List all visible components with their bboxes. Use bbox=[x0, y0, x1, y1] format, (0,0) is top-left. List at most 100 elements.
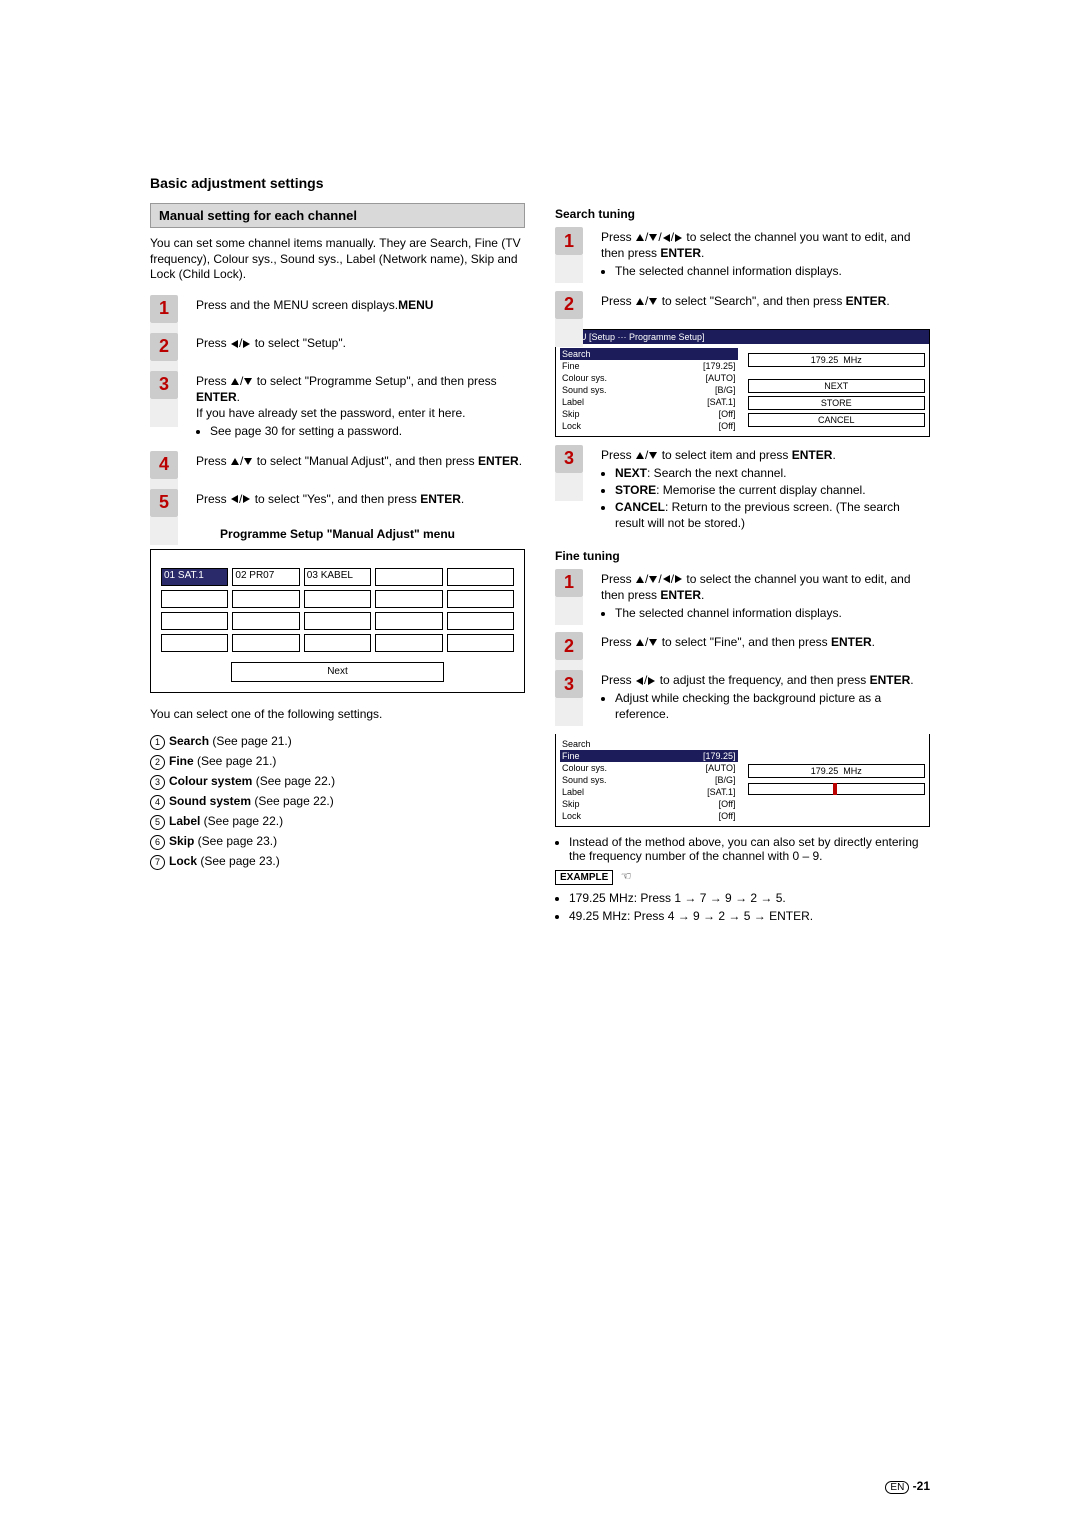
fine-note: Instead of the method above, you can als… bbox=[569, 835, 930, 863]
grid-cell[interactable] bbox=[304, 612, 371, 630]
step-text: Press /// to select the channel you want… bbox=[601, 569, 930, 623]
settings-item: 5Label (See page 22.) bbox=[150, 814, 525, 830]
programme-grid: 01 SAT.102 PR07 03 KABEL bbox=[161, 568, 514, 652]
page-number: -21 bbox=[913, 1479, 930, 1493]
hand-icon: ☜ bbox=[621, 869, 632, 883]
osd-row[interactable]: Colour sys.[AUTO] bbox=[560, 762, 738, 774]
osd-row[interactable]: Lock[Off] bbox=[560, 420, 738, 432]
arrow-left-icon bbox=[231, 340, 238, 348]
arrow-right-icon bbox=[675, 234, 682, 242]
step-number: 5 bbox=[150, 489, 178, 517]
osd-search: MENU [Setup ··· Programme Setup] SearchF… bbox=[555, 329, 930, 437]
fine-tuning-heading: Fine tuning bbox=[555, 549, 930, 563]
arrow-up-icon bbox=[636, 576, 644, 583]
arrow-down-icon bbox=[649, 234, 657, 241]
grid-cell[interactable] bbox=[232, 634, 299, 652]
osd-row[interactable]: Label[SAT.1] bbox=[560, 396, 738, 408]
osd-next-button[interactable]: NEXT bbox=[748, 379, 926, 393]
step: 3Press / to select item and press ENTER.… bbox=[555, 445, 930, 533]
slider-handle[interactable] bbox=[833, 783, 837, 795]
osd-row[interactable]: Skip[Off] bbox=[560, 798, 738, 810]
left-column: Manual setting for each channel You can … bbox=[150, 197, 525, 929]
step: 1Press /// to select the channel you wan… bbox=[555, 227, 930, 281]
step-number: 1 bbox=[150, 295, 178, 323]
osd-row[interactable]: Search bbox=[560, 738, 738, 750]
arrow-left-icon bbox=[663, 575, 670, 583]
settings-item: 6Skip (See page 23.) bbox=[150, 834, 525, 850]
step: 2Press / to select "Search", and then pr… bbox=[555, 291, 930, 319]
step-number: 2 bbox=[150, 333, 178, 361]
intro-text: You can set some channel items manually.… bbox=[150, 236, 525, 283]
osd-row[interactable]: Sound sys.[B/G] bbox=[560, 384, 738, 396]
arrow-down-icon bbox=[244, 458, 252, 465]
grid-cell[interactable]: 03 KABEL bbox=[304, 568, 371, 586]
circled-number-icon: 2 bbox=[150, 755, 165, 770]
grid-cell[interactable] bbox=[375, 634, 442, 652]
grid-cell[interactable] bbox=[304, 634, 371, 652]
osd-row[interactable]: Colour sys.[AUTO] bbox=[560, 372, 738, 384]
next-button[interactable]: Next bbox=[231, 662, 445, 682]
example-label: EXAMPLE bbox=[555, 870, 613, 885]
arrow-up-icon bbox=[231, 378, 239, 385]
grid-cell[interactable] bbox=[161, 634, 228, 652]
circled-number-icon: 7 bbox=[150, 855, 165, 870]
arrow-down-icon bbox=[244, 378, 252, 385]
grid-cell[interactable] bbox=[232, 612, 299, 630]
grid-cell[interactable] bbox=[375, 590, 442, 608]
circled-number-icon: 5 bbox=[150, 815, 165, 830]
step: 2Press / to select "Setup". bbox=[150, 333, 525, 361]
search-tuning-heading: Search tuning bbox=[555, 207, 930, 221]
grid-cell[interactable] bbox=[447, 634, 514, 652]
step-number: 2 bbox=[555, 291, 583, 319]
arrow-left-icon bbox=[663, 234, 670, 242]
grid-cell[interactable]: 02 PR07 bbox=[232, 568, 299, 586]
osd-row[interactable]: Search bbox=[560, 348, 738, 360]
step-text: Press / to adjust the frequency, and the… bbox=[601, 670, 930, 724]
osd-row[interactable]: Label[SAT.1] bbox=[560, 786, 738, 798]
grid-cell[interactable] bbox=[161, 612, 228, 630]
circled-number-icon: 1 bbox=[150, 735, 165, 750]
grid-cell[interactable] bbox=[447, 568, 514, 586]
arrow-up-icon bbox=[636, 298, 644, 305]
step-text: Press / to select "Manual Adjust", and t… bbox=[196, 451, 522, 469]
step-text: Press /// to select the channel you want… bbox=[601, 227, 930, 281]
arrow-down-icon bbox=[649, 576, 657, 583]
osd-store-button[interactable]: STORE bbox=[748, 396, 926, 410]
settings-item: 1Search (See page 21.) bbox=[150, 734, 525, 750]
arrow-right-icon bbox=[243, 340, 250, 348]
grid-cell[interactable] bbox=[304, 590, 371, 608]
settings-item: 4Sound system (See page 22.) bbox=[150, 794, 525, 810]
grid-cell[interactable] bbox=[232, 590, 299, 608]
settings-list: 1Search (See page 21.)2Fine (See page 21… bbox=[150, 734, 525, 870]
osd-cancel-button[interactable]: CANCEL bbox=[748, 413, 926, 427]
step: 1Press and the MENU screen displays.MENU bbox=[150, 295, 525, 323]
programme-grid-box: 01 SAT.102 PR07 03 KABEL Next bbox=[150, 549, 525, 693]
grid-cell[interactable] bbox=[375, 612, 442, 630]
grid-cell[interactable]: 01 SAT.1 bbox=[161, 568, 228, 586]
osd-row[interactable]: Fine[179.25] bbox=[560, 750, 738, 762]
after-table-text: You can select one of the following sett… bbox=[150, 707, 525, 723]
osd-row[interactable]: Sound sys.[B/G] bbox=[560, 774, 738, 786]
freq-slider[interactable] bbox=[748, 783, 926, 795]
arrow-up-icon bbox=[636, 452, 644, 459]
osd-fine: SearchFine[179.25]Colour sys.[AUTO]Sound… bbox=[555, 734, 930, 827]
settings-item: 3Colour system (See page 22.) bbox=[150, 774, 525, 790]
page-header: Basic adjustment settings bbox=[150, 175, 930, 191]
page-footer: EN -21 bbox=[885, 1479, 930, 1494]
step-text: Press / to select "Programme Setup", and… bbox=[196, 371, 525, 441]
step-number: 1 bbox=[555, 569, 583, 597]
step-number: 2 bbox=[555, 632, 583, 660]
step-number: 3 bbox=[150, 371, 178, 399]
osd-row[interactable]: Skip[Off] bbox=[560, 408, 738, 420]
step: 4Press / to select "Manual Adjust", and … bbox=[150, 451, 525, 479]
osd-row[interactable]: Lock[Off] bbox=[560, 810, 738, 822]
osd-row[interactable]: Fine[179.25] bbox=[560, 360, 738, 372]
grid-cell[interactable] bbox=[447, 590, 514, 608]
arrow-right-icon bbox=[243, 495, 250, 503]
grid-cell[interactable] bbox=[161, 590, 228, 608]
example-1: 179.25 MHz: Press 1 → 7 → 9 → 2 → 5. bbox=[569, 891, 930, 905]
arrow-up-icon bbox=[636, 639, 644, 646]
grid-cell[interactable] bbox=[447, 612, 514, 630]
arrow-down-icon bbox=[649, 298, 657, 305]
grid-cell[interactable] bbox=[375, 568, 442, 586]
